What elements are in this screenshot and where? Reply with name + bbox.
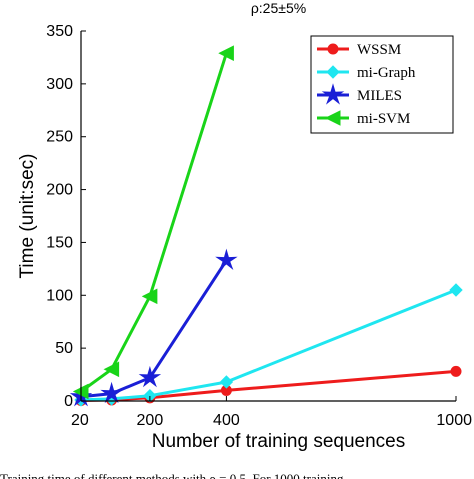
y-tick-label: 150 — [46, 234, 73, 251]
x-tick-label: 200 — [137, 412, 164, 429]
series-mi-svm — [72, 45, 234, 400]
y-tick-label: 100 — [46, 287, 73, 304]
legend-item: MILES — [317, 83, 402, 105]
x-tick-label: 1000 — [436, 412, 472, 429]
data-point — [219, 375, 234, 389]
data-point — [215, 248, 238, 270]
x-tick-label: 400 — [213, 412, 240, 429]
legend-marker — [326, 65, 340, 79]
y-tick-label: 300 — [46, 76, 73, 93]
legend-label: WSSM — [357, 42, 401, 58]
data-point — [218, 45, 234, 62]
legend-item: mi-SVM — [317, 110, 410, 127]
data-point — [103, 361, 120, 378]
y-tick-label: 200 — [46, 182, 73, 199]
data-point — [100, 381, 123, 404]
figure-caption: Training time of different methods with … — [0, 471, 344, 479]
y-tick-label: 350 — [46, 23, 73, 40]
data-point — [141, 288, 158, 305]
x-axis-title: Number of training sequences — [152, 431, 405, 452]
legend-marker — [327, 43, 339, 55]
x-axis: 20 200 400 1000 — [71, 396, 472, 429]
legend-label: mi-SVM — [357, 111, 410, 127]
legend: WSSM mi-Graph MILES mi-SVM — [310, 35, 454, 134]
series-line — [80, 52, 228, 393]
legend-label: MILES — [357, 88, 402, 104]
series-line — [80, 259, 228, 399]
y-tick-label: 250 — [46, 129, 73, 146]
data-point — [450, 365, 462, 377]
y-tick-label: 0 — [64, 393, 73, 410]
legend-marker — [324, 110, 341, 126]
legend-item: mi-Graph — [317, 65, 416, 81]
x-tick-label: 20 — [71, 412, 89, 429]
legend-label: mi-Graph — [357, 65, 416, 81]
legend-item: WSSM — [317, 42, 401, 58]
y-axis: 0 50 100 150 200 250 300 350 — [46, 23, 86, 410]
y-tick-label: 50 — [55, 340, 73, 357]
legend-marker — [321, 83, 345, 105]
data-point — [449, 283, 463, 297]
y-axis-title: Time (unit:sec) — [17, 154, 38, 279]
data-point — [143, 389, 157, 403]
chart-title: ρ:25±5% — [251, 0, 306, 16]
data-point — [138, 365, 162, 388]
